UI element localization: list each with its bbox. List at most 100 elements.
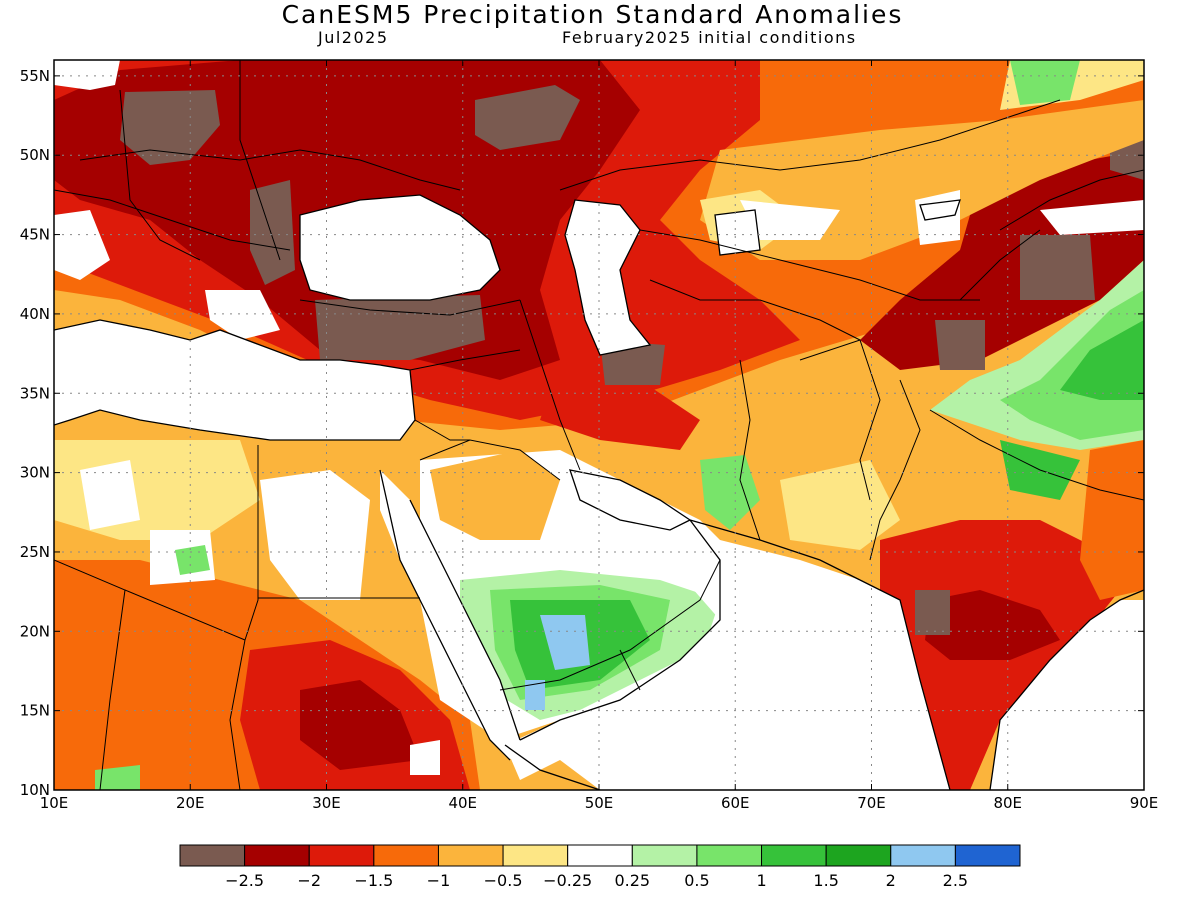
- coast-makran: [689, 519, 861, 581]
- legend-label: −1: [427, 871, 451, 890]
- border-yemen-oman: [619, 649, 641, 691]
- field-darkred-africa: [300, 680, 420, 770]
- legend-label: −0.5: [484, 871, 523, 890]
- border-libya-egypt: [244, 445, 259, 641]
- sea-mediterranean: [54, 320, 415, 440]
- field-white-egypt: [260, 470, 370, 600]
- border-saudi-n: [419, 439, 561, 481]
- coast-black-sea: [299, 194, 501, 301]
- field-orange-india-east: [1080, 440, 1144, 600]
- lat-tick-label: 45N: [20, 226, 50, 244]
- initial-conditions-label: February2025 initial conditions: [562, 28, 857, 47]
- field-blue-arabia-1: [540, 615, 590, 670]
- border-iraq-iran: [519, 299, 581, 471]
- border-sudan: [229, 639, 246, 790]
- coast-red-sea-e: [409, 499, 521, 741]
- coast-india-east: [989, 589, 1144, 790]
- lat-tick-label: 35N: [20, 384, 50, 402]
- border-pak-india: [869, 379, 921, 561]
- field-white-mong: [1040, 200, 1144, 235]
- border-russia-kz: [559, 99, 1061, 191]
- lat-tick-label: 30N: [20, 464, 50, 482]
- field-brown-1: [120, 90, 220, 165]
- field-green-himalaya: [1000, 290, 1144, 440]
- lon-tick-label: 40E: [448, 794, 477, 812]
- field-brown-india: [915, 590, 950, 635]
- lat-tick-label: 10N: [20, 781, 50, 799]
- lon-tick-label: 10E: [40, 794, 69, 812]
- sea-bay-bengal: [990, 600, 1144, 790]
- coast-persian-gulf: [569, 469, 692, 531]
- colorbar-legend: −2.5 −2 −1.5 −1 −0.5 −0.25 0.25 0.5 1 1.5 2 2.5: [179, 844, 1021, 890]
- border-algeria: [54, 559, 126, 790]
- border-afg-pak: [799, 339, 881, 501]
- lon-tick-label: 20E: [176, 794, 205, 812]
- coast-red-sea-w: [379, 469, 511, 761]
- field-yellow-pak: [780, 460, 900, 550]
- lon-tick-label: 60E: [721, 794, 750, 812]
- field-darkred-east: [860, 150, 1144, 370]
- border-libya-chad: [124, 589, 246, 641]
- field-green-small-2: [95, 765, 140, 790]
- legend-swatch: [761, 844, 827, 867]
- border-europe-1: [79, 149, 461, 191]
- legend-swatch: [696, 844, 763, 867]
- field-brown-6: [935, 320, 985, 370]
- coast-caspian: [564, 199, 652, 356]
- lat-tick-label: 55N: [20, 67, 50, 85]
- lon-tick-label: 80E: [993, 794, 1022, 812]
- sea-aral: [715, 210, 760, 255]
- field-brown-3: [315, 295, 485, 360]
- legend-swatch: [567, 844, 633, 867]
- legend-label: 2.5: [943, 871, 968, 890]
- anomaly-field: [54, 60, 1144, 790]
- legend-label: −2.5: [225, 871, 264, 890]
- coast-india-west: [859, 579, 951, 790]
- valid-month-label: Jul2025: [318, 28, 389, 47]
- lon-tick-label: 30E: [312, 794, 341, 812]
- sea-black: [300, 195, 500, 300]
- axis-ticks: 10E 20E 30E 40E 50E 60E 70E 80E 90E 10N 15N 20N 25N 3…: [20, 60, 1158, 812]
- sea-red: [380, 470, 520, 760]
- field-brown-2: [250, 180, 295, 285]
- legend-label: −0.25: [543, 871, 592, 890]
- legend-label: −2: [297, 871, 321, 890]
- field-green-small-1: [175, 545, 210, 575]
- field-green-uae: [700, 455, 760, 530]
- sea-gulf-aden: [505, 700, 640, 780]
- border-jordan: [414, 419, 470, 441]
- border-china-w: [959, 229, 1041, 301]
- legend-swatch: [179, 844, 246, 867]
- border-turkey: [299, 299, 521, 316]
- field-white-e-africa: [410, 740, 440, 775]
- lat-tick-label: 25N: [20, 543, 50, 561]
- gridlines: [54, 60, 1144, 790]
- field-darkred-india: [925, 590, 1060, 660]
- lat-tick-label: 15N: [20, 702, 50, 720]
- border-central-asia-1: [649, 279, 861, 341]
- field-brown-4: [475, 85, 580, 150]
- field-brown-5: [1020, 235, 1095, 300]
- field-blue-arabia-2: [525, 680, 545, 710]
- field-white-kz: [740, 200, 840, 240]
- legend-label: 2: [886, 871, 896, 890]
- legend-swatch: [825, 844, 892, 867]
- field-green-north: [1010, 60, 1080, 105]
- sea-balkhash: [920, 200, 960, 220]
- border-kz-south: [639, 229, 980, 301]
- field-white-balkan: [205, 290, 280, 340]
- lon-tick-label: 50E: [585, 794, 614, 812]
- legend-swatch: [308, 844, 375, 867]
- borders: [54, 60, 1144, 790]
- legend-swatch: [954, 844, 1021, 867]
- legend-swatch: [631, 844, 698, 867]
- border-europe-3: [239, 60, 281, 261]
- legend-swatch: [244, 844, 310, 867]
- field-white-europe-nw: [54, 60, 120, 90]
- legend-swatch: [890, 844, 956, 867]
- lat-tick-label: 20N: [20, 622, 50, 640]
- border-china-mong: [999, 169, 1144, 231]
- border-syria: [409, 349, 521, 371]
